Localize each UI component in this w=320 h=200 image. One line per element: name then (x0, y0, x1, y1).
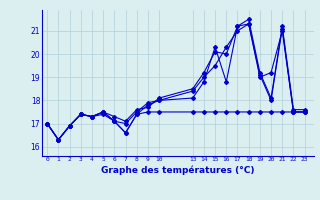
X-axis label: Graphe des températures (°C): Graphe des températures (°C) (101, 165, 254, 175)
